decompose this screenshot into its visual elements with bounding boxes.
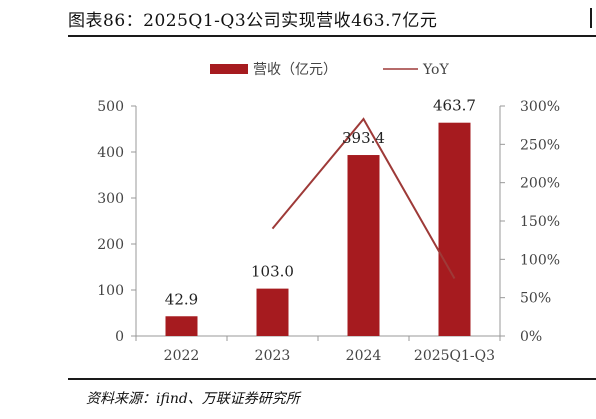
- y-left-tick-label: 400: [97, 145, 124, 161]
- data-label: 463.7: [433, 97, 476, 115]
- y-right-tick-label: 150%: [520, 214, 560, 230]
- data-label: 103.0: [251, 263, 294, 281]
- y-left-tick-label: 300: [97, 191, 124, 207]
- legend: 营收（亿元） YoY: [210, 62, 449, 78]
- legend-line-label: YoY: [422, 62, 449, 78]
- y-right-tick-label: 0%: [520, 329, 542, 345]
- source-note: 资料来源：ifind、万联证券研究所: [86, 391, 300, 407]
- source-rule: [68, 378, 596, 380]
- y-left-tick-label: 0: [115, 329, 124, 345]
- y-right-tick-label: 50%: [520, 291, 551, 307]
- legend-bar-swatch: [210, 64, 248, 74]
- data-label: 393.4: [342, 129, 385, 147]
- y-left-tick-label: 500: [97, 99, 124, 115]
- yoy-line: [271, 117, 456, 279]
- title-right-rule: [590, 8, 592, 28]
- x-tick-label: 2022: [164, 348, 200, 364]
- y-left-tick-label: 100: [97, 283, 124, 299]
- data-label: 42.9: [165, 290, 198, 308]
- figure-title: 图表86：2025Q1-Q3公司实现营收463.7亿元: [68, 11, 438, 31]
- y-right-tick-label: 250%: [520, 137, 560, 153]
- bar: [347, 155, 380, 336]
- bar: [165, 316, 198, 336]
- y-right-tick-label: 300%: [520, 99, 560, 115]
- title-underline: [68, 35, 596, 37]
- x-tick-label: 2023: [255, 348, 291, 364]
- y-right-tick-label: 100%: [520, 252, 560, 268]
- y-left-tick-label: 200: [97, 237, 124, 253]
- x-tick-label: 2025Q1-Q3: [414, 348, 495, 364]
- y-right-tick-label: 200%: [520, 176, 560, 192]
- legend-bar-label: 营收（亿元）: [253, 62, 337, 78]
- x-tick-label: 2024: [346, 348, 382, 364]
- plot-area: 0 100 200 300 400 500 0% 50% 100% 150% 200% 250% 300…: [97, 97, 560, 364]
- bar: [438, 122, 471, 336]
- bar: [256, 288, 289, 336]
